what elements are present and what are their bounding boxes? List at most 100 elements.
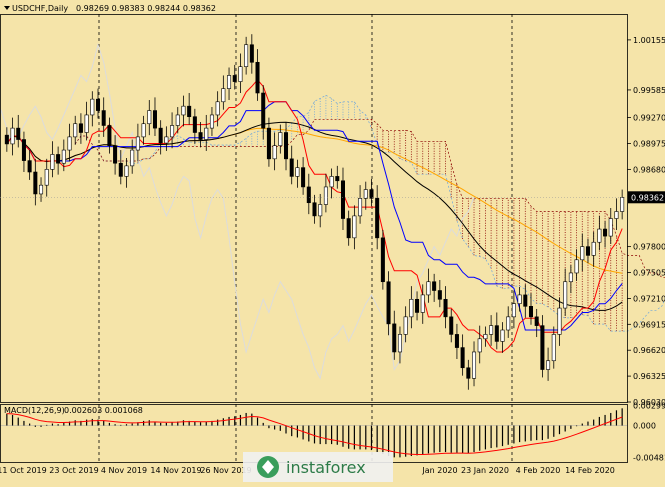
candle-body: [118, 162, 123, 177]
macd-tick-label: 0.000: [633, 422, 656, 431]
candle-body: [73, 123, 78, 138]
candle-body: [158, 127, 163, 144]
price-tick-label: 0.98680: [633, 165, 665, 174]
candle-body: [603, 228, 608, 237]
candle-body: [380, 237, 385, 283]
macd-tick-label: -0.004818: [633, 453, 665, 462]
candle-body: [284, 132, 289, 160]
candle-body: [209, 114, 214, 129]
candle-body: [369, 189, 374, 199]
ohlc-readout: 0.98269 0.98383 0.98244 0.98362: [76, 4, 216, 13]
date-tick-label: 14 Nov 2019: [150, 466, 201, 475]
price-tick-label: 0.96915: [633, 320, 665, 329]
macd-signal-line: [6, 413, 623, 455]
symbol-label: USDCHF,Daily: [12, 4, 68, 13]
candle-body: [227, 75, 232, 89]
candle-body: [614, 211, 619, 219]
price-tick-label: 0.97800: [633, 243, 665, 252]
candle-body: [432, 281, 437, 291]
candle-body: [403, 316, 408, 335]
candle-body: [574, 259, 579, 274]
candle-body: [335, 176, 340, 182]
candle-body: [90, 98, 95, 116]
price-tick-label: 0.98975: [633, 139, 665, 148]
candle-body: [50, 154, 55, 170]
senkou-span-a: [74, 94, 665, 332]
candle-body: [312, 202, 317, 217]
price-tick-label: 0.97210: [633, 294, 665, 303]
candle-body: [557, 307, 562, 335]
candle-body: [500, 329, 505, 342]
candle-body: [181, 105, 186, 116]
candle-body: [323, 186, 328, 205]
candle-body: [585, 246, 590, 256]
candle-body: [39, 184, 44, 195]
candle-body: [528, 306, 534, 318]
candle-body: [392, 323, 397, 353]
candle-body: [221, 88, 226, 103]
candle-body: [397, 334, 402, 353]
candle-body: [272, 145, 277, 160]
candle-body: [460, 347, 465, 369]
candle-body: [255, 61, 260, 94]
candle-body: [10, 127, 15, 145]
candle-body: [84, 114, 89, 133]
candle-body: [289, 158, 294, 177]
candle-body: [113, 145, 118, 164]
candle-body: [261, 92, 266, 129]
candle-body: [329, 176, 334, 188]
candle-body: [238, 66, 243, 82]
date-tick-label: 11 Oct 2019: [0, 466, 47, 475]
candle-body: [295, 167, 300, 177]
candle-body: [340, 180, 345, 219]
candle-body: [540, 325, 545, 370]
chevron-down-icon[interactable]: [4, 6, 10, 10]
instaforex-logo: instaforex: [243, 452, 393, 482]
candle-body: [620, 197, 625, 212]
candle-body: [546, 360, 551, 370]
candle-body: [483, 334, 488, 340]
price-tick-label: 1.00155: [633, 36, 665, 45]
candle-body: [517, 294, 522, 304]
candle-body: [107, 125, 112, 146]
candle-body: [494, 325, 499, 342]
candle-body: [101, 110, 106, 126]
candle-body: [437, 290, 442, 300]
candle-body: [580, 246, 585, 261]
candle-body: [489, 325, 494, 335]
candle-body: [244, 44, 249, 67]
candle-body: [78, 123, 83, 133]
candle-body: [449, 316, 454, 335]
candle-body: [363, 189, 368, 199]
price-tick-label: 0.96620: [633, 346, 665, 355]
candle-body: [301, 167, 306, 188]
candle-body: [591, 241, 596, 256]
candle-body: [249, 44, 254, 63]
candle-body: [358, 198, 363, 217]
candle-body: [192, 116, 197, 133]
candle-body: [608, 218, 613, 237]
macd-values: 0.002603 0.001068: [64, 406, 143, 415]
candle-body: [198, 132, 203, 140]
current-price-badge: [628, 191, 665, 204]
candle-body: [597, 228, 602, 243]
candle-body: [27, 160, 32, 173]
candle-body: [278, 132, 283, 146]
date-tick-label: 14 Feb 2020: [565, 466, 615, 475]
candle-body: [4, 134, 9, 145]
candle-body: [21, 139, 26, 161]
price-tick-label: 0.96325: [633, 372, 665, 381]
candle-body: [164, 136, 169, 144]
candle-body: [187, 105, 192, 118]
candle-body: [135, 136, 140, 151]
chikou-line: [0, 42, 475, 380]
candle-body: [204, 127, 209, 140]
candle-body: [215, 101, 220, 116]
candle-body: [426, 281, 431, 296]
candle-body: [472, 351, 477, 379]
candle-body: [386, 281, 391, 325]
candle-body: [232, 75, 237, 82]
candle-body: [443, 298, 448, 318]
candle-body: [306, 186, 311, 204]
